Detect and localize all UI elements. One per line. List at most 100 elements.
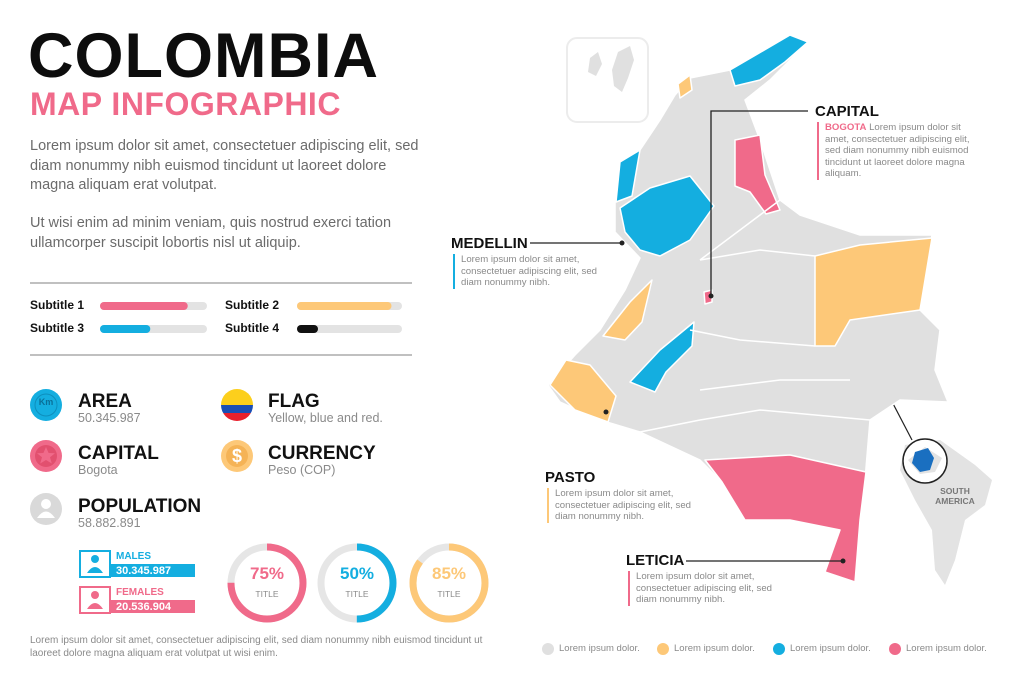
fact-value: 58.882.891 bbox=[78, 516, 141, 530]
callout-line bbox=[710, 110, 808, 296]
legend-label: Lorem ipsum dolor. bbox=[906, 643, 987, 654]
progress-track bbox=[297, 325, 402, 333]
callout-title: MEDELLIN bbox=[451, 235, 528, 252]
person-body bbox=[37, 511, 55, 518]
star bbox=[37, 447, 55, 464]
progress-label: Subtitle 2 bbox=[225, 298, 280, 312]
intro: Lorem ipsum dolor sit amet, consectetuer… bbox=[30, 138, 419, 193]
region bbox=[549, 359, 617, 423]
area-icon-ring bbox=[34, 393, 58, 417]
legend-swatch bbox=[773, 643, 785, 655]
subtitle: MAP INFOGRAPHIC bbox=[30, 86, 341, 122]
callout-dot bbox=[619, 240, 625, 246]
gauge-label: 75% bbox=[250, 564, 284, 583]
icon-label: $ bbox=[231, 446, 242, 466]
region bbox=[677, 74, 693, 99]
region bbox=[629, 321, 695, 393]
map bbox=[547, 34, 949, 583]
legend-label: Lorem ipsum dolor. bbox=[790, 643, 871, 654]
gauge-title: TITLE bbox=[345, 589, 368, 599]
progress-label: Subtitle 3 bbox=[30, 321, 85, 335]
currency-icon-ring bbox=[226, 445, 248, 467]
female-body bbox=[87, 603, 103, 609]
gauge-title: TITLE bbox=[437, 589, 460, 599]
progress-bar bbox=[100, 302, 188, 310]
island bbox=[612, 46, 634, 92]
intro: Ut wisi enim ad minim veniam, quis nostr… bbox=[30, 215, 392, 251]
female-head bbox=[91, 591, 99, 599]
callout-highlight: BOGOTA bbox=[825, 122, 867, 133]
legend-swatch bbox=[889, 643, 901, 655]
callout-dot bbox=[708, 293, 714, 299]
callout-dot bbox=[603, 409, 609, 415]
legend-label: Lorem ipsum dolor. bbox=[559, 643, 640, 654]
callout-text: BOGOTA Lorem ipsum dolor sit amet, conse… bbox=[817, 122, 985, 180]
progress-bar bbox=[297, 302, 392, 310]
icon-label: Km bbox=[38, 397, 54, 407]
region bbox=[619, 175, 715, 257]
fact-title: AREA bbox=[78, 391, 132, 412]
border bbox=[639, 199, 871, 433]
fact-title: CAPITAL bbox=[78, 443, 159, 464]
gender-value: 30.345.987 bbox=[116, 565, 172, 577]
progress-bar bbox=[297, 325, 318, 333]
island bbox=[588, 52, 602, 76]
progress-bar bbox=[100, 325, 151, 333]
gender-label: MALES bbox=[116, 551, 151, 562]
flag-red bbox=[221, 413, 253, 421]
fact-title: CURRENCY bbox=[268, 443, 376, 464]
female-bar bbox=[110, 600, 195, 613]
fact-title: POPULATION bbox=[78, 496, 202, 517]
male-icon-box bbox=[79, 550, 111, 578]
flag-icon bbox=[221, 389, 253, 421]
male-bar bbox=[110, 564, 195, 577]
islands-frame bbox=[566, 37, 649, 123]
callout-text: Lorem ipsum dolor sit amet, consectetuer… bbox=[453, 254, 611, 289]
person-head bbox=[41, 499, 51, 509]
fact-value: Peso (COP) bbox=[268, 463, 336, 477]
legend-swatch bbox=[542, 643, 554, 655]
fact-value: Bogota bbox=[78, 463, 118, 477]
region bbox=[729, 34, 809, 87]
legend-swatch bbox=[657, 643, 669, 655]
callout-title: PASTO bbox=[545, 469, 596, 486]
region bbox=[602, 279, 653, 341]
footer: Lorem ipsum dolor sit amet, consectetuer… bbox=[30, 635, 483, 659]
fact-title: FLAG bbox=[268, 391, 320, 412]
inset-colombia bbox=[912, 448, 934, 472]
gauge-arc bbox=[227, 543, 307, 623]
female-icon-box bbox=[79, 586, 111, 614]
male-head bbox=[91, 555, 99, 563]
gauge-arc bbox=[409, 543, 489, 623]
callout-body: Lorem ipsum dolor sit amet, consectetuer… bbox=[825, 122, 970, 179]
gauge-label: 85% bbox=[432, 564, 466, 583]
region bbox=[615, 149, 641, 203]
callout-lines bbox=[530, 110, 843, 562]
progress-label: Subtitle 4 bbox=[225, 321, 280, 335]
legend-label: Lorem ipsum dolor. bbox=[674, 643, 755, 654]
callout-dot bbox=[840, 558, 846, 564]
region bbox=[814, 237, 933, 347]
gender-label: FEMALES bbox=[116, 587, 164, 598]
inset-label: SOUTH AMERICA bbox=[935, 486, 975, 506]
callout-title: CAPITAL bbox=[815, 103, 879, 120]
gauge-arc bbox=[317, 543, 397, 623]
fact-value: 50.345.987 bbox=[78, 411, 141, 425]
callout-title: LETICIA bbox=[626, 552, 685, 569]
flag-yellow bbox=[221, 389, 253, 405]
fact-value: Yellow, blue and red. bbox=[268, 411, 383, 425]
gauge-title: TITLE bbox=[255, 589, 278, 599]
title: COLOMBIA bbox=[28, 21, 379, 91]
male-body bbox=[87, 567, 103, 573]
region bbox=[734, 134, 781, 215]
gauge-label: 50% bbox=[340, 564, 374, 583]
callout-text: Lorem ipsum dolor sit amet, consectetuer… bbox=[547, 488, 705, 523]
callout-text: Lorem ipsum dolor sit amet, consectetuer… bbox=[628, 571, 786, 606]
progress-label: Subtitle 1 bbox=[30, 298, 85, 312]
region bbox=[704, 454, 867, 583]
region bbox=[703, 289, 713, 305]
flag-blue bbox=[221, 405, 253, 413]
gender-value: 20.536.904 bbox=[116, 601, 172, 613]
